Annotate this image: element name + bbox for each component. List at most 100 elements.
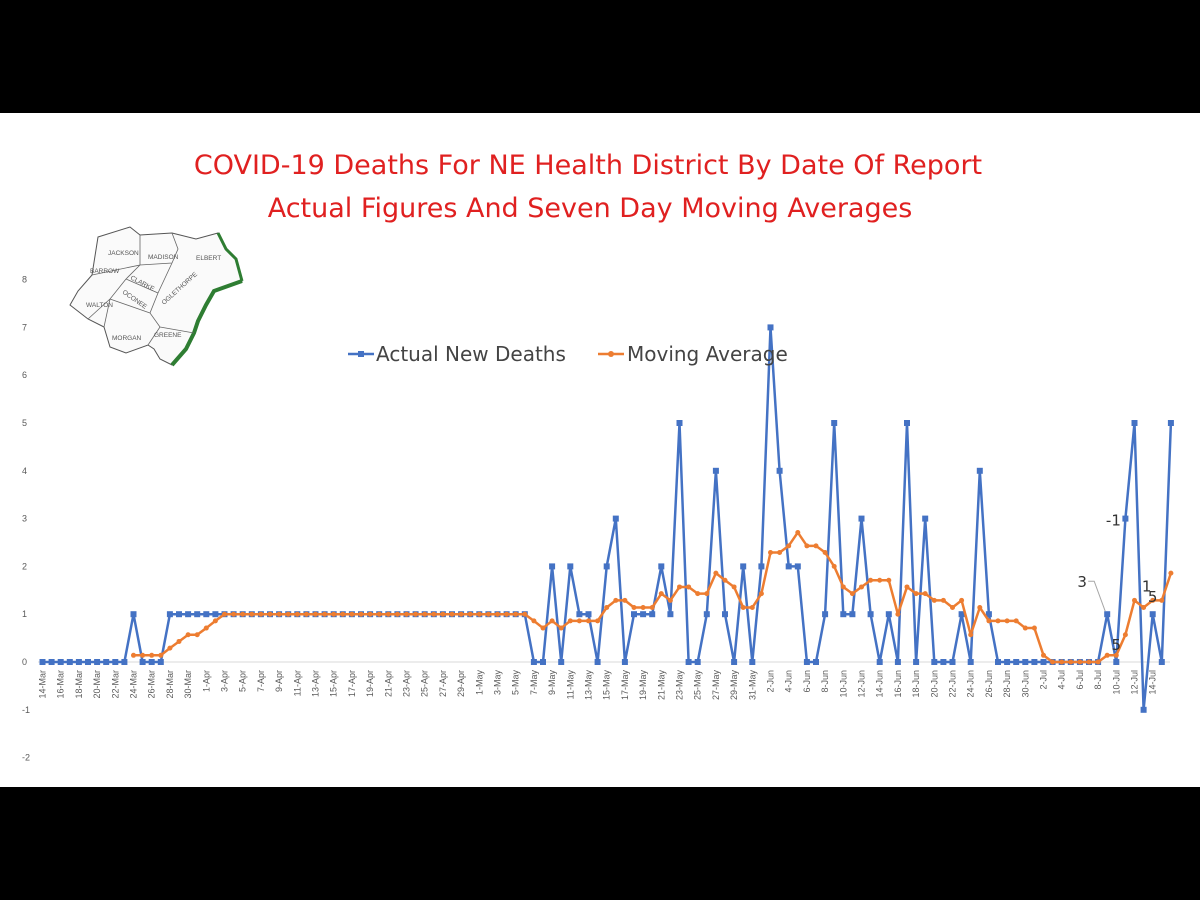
data-point-average [786,543,792,549]
data-point-actual [157,659,164,665]
data-point-actual [958,611,965,618]
county-label: BARROW [90,268,120,275]
data-point-actual [885,611,892,618]
data-point-actual [540,659,546,665]
data-point-average [485,611,491,617]
data-point-actual [631,611,637,618]
data-point-average [431,611,437,617]
x-tick-label: 9-May [547,670,557,696]
data-point-actual [712,467,719,474]
data-point-average [231,611,237,617]
data-point-average [249,611,255,617]
x-tick-label: 29-May [729,670,739,701]
data-point-actual [57,659,64,665]
data-point-actual [1022,659,1029,665]
data-point-actual [103,659,110,665]
data-point-average [313,611,318,617]
y-tick-label: 6 [22,370,27,380]
data-point-actual [649,611,656,618]
data-point-average [868,577,874,583]
data-point-average [1132,597,1137,603]
x-tick-label: 10-Jun [838,670,848,698]
data-point-average [1095,659,1101,665]
x-tick-label: 25-Apr [420,670,430,697]
x-tick-label: 24-Mar [129,670,139,699]
data-point-average [276,611,282,617]
y-tick-label: 8 [22,275,27,285]
x-tick-label: 14-Mar [38,670,48,699]
data-point-actual [176,611,182,618]
data-point-actual [567,563,574,570]
x-tick-label: 11-Apr [292,670,302,696]
x-tick-label: 17-May [620,670,630,701]
chart-svg: COVID-19 Deaths For NE Health District B… [22,150,1174,763]
data-point-average [422,611,428,617]
data-point-actual [121,659,128,665]
data-point-actual [722,611,728,618]
data-point-average [904,584,910,590]
data-point-actual [585,611,592,618]
x-tick-label: 18-Jun [911,670,921,698]
legend-marker-actual [358,351,364,357]
data-point-actual [66,659,73,665]
data-point-actual [1031,659,1038,665]
data-point-average [1041,652,1046,658]
data-point-actual [931,659,938,665]
ne-georgia-counties-map-icon: JACKSON MADISON ELBERT BARROW CLARKE OCO… [69,226,244,367]
x-tick-label: 2-Jun [766,670,776,693]
legend-marker-average [608,351,614,357]
chart-title: COVID-19 Deaths For NE Health District B… [194,150,982,181]
x-tick-label: 23-Apr [402,670,412,697]
data-point-average [413,611,419,617]
data-point-average [513,611,519,617]
data-point-actual [803,659,810,665]
chart-subtitle: Actual Figures And Seven Day Moving Aver… [268,193,913,224]
x-tick-label: 8-Jun [820,670,830,693]
data-point-actual [130,611,137,618]
data-point-average [149,652,155,658]
data-point-actual [913,659,920,665]
x-tick-label: 25-May [693,670,703,701]
data-point-average [140,652,146,658]
x-tick-label: 27-Apr [438,670,448,697]
data-point-average [1141,605,1147,611]
data-point-actual [48,659,55,665]
data-point-average [1059,659,1065,665]
data-point-average [922,591,928,597]
data-point-average [631,605,637,611]
data-point-actual [949,659,956,665]
data-point-actual [867,611,874,618]
x-tick-label: 10-Jul [1111,670,1121,695]
data-point-average [567,618,573,624]
x-tick-label: 3-Apr [220,670,230,692]
x-tick-label: 2-Jul [1039,670,1049,690]
data-point-actual [858,515,865,522]
data-point-average [977,605,983,611]
data-point-average [677,584,682,590]
county-label: MORGAN [112,335,142,342]
data-point-average [331,611,337,617]
y-tick-label: 1 [22,609,27,619]
data-point-actual [1104,611,1111,618]
data-point-average [595,618,601,624]
series-line-average [133,531,1173,664]
y-tick-label: 2 [22,561,27,571]
y-tick-label: 5 [22,418,27,428]
data-point-actual [1167,420,1174,426]
data-point-average [222,611,227,617]
data-point-actual [212,611,219,618]
data-point-actual [849,611,856,618]
data-point-actual [676,420,683,426]
data-point-average [813,543,819,549]
data-point-average [959,597,965,603]
data-point-average [267,611,273,617]
data-point-actual [148,659,155,665]
data-point-average [1050,659,1056,665]
y-axis: -2 -1 0 1 2 3 4 5 6 7 8 [22,275,30,763]
data-point-average [176,638,182,644]
data-point-actual [558,659,565,665]
data-point-actual [85,659,91,665]
data-point-average [240,611,246,617]
y-tick-label: 4 [22,466,27,476]
data-point-average [285,611,291,617]
